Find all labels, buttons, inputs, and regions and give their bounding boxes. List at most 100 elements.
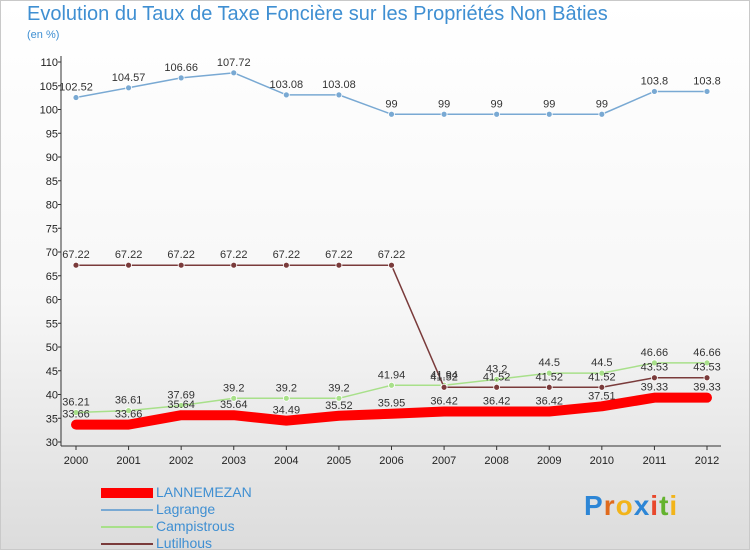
data-label: 102.52 [59, 82, 93, 94]
data-label: 67.22 [167, 249, 195, 261]
data-label: 33.66 [115, 409, 143, 421]
legend-item-lagrange: Lagrange [101, 501, 401, 519]
data-label: 44.5 [591, 357, 612, 369]
x-tick-label: 2005 [327, 455, 351, 467]
data-point [598, 369, 606, 377]
data-label: 41.52 [588, 371, 616, 383]
brand-letter: P [584, 490, 604, 521]
data-point [177, 74, 185, 82]
data-point [177, 402, 185, 409]
data-label: 43.53 [641, 362, 669, 374]
data-label: 67.22 [325, 249, 353, 261]
data-label: 41.52 [483, 371, 511, 383]
y-tick-label: 50 [46, 342, 58, 354]
x-tick-label: 2009 [537, 455, 561, 467]
data-point [598, 383, 606, 391]
data-point [72, 261, 80, 269]
data-point [388, 261, 395, 269]
x-tick-label: 2003 [222, 455, 246, 467]
brand-letter: o [615, 490, 634, 521]
y-tick-label: 60 [46, 295, 58, 307]
data-label: 43.53 [693, 362, 721, 374]
data-label: 104.57 [112, 72, 146, 84]
data-label: 103.8 [641, 75, 669, 87]
data-point [125, 407, 132, 415]
data-point [440, 383, 448, 391]
data-label: 36.61 [115, 395, 143, 407]
data-label: 103.08 [322, 79, 356, 91]
y-tick-label: 100 [40, 105, 58, 117]
legend-item-lannemezan: LANNEMEZAN [101, 484, 401, 502]
data-point [335, 91, 343, 99]
data-point [545, 110, 553, 118]
data-point [651, 374, 658, 382]
legend-swatch [101, 543, 153, 545]
data-label: 35.64 [220, 399, 248, 411]
brand-letter: i [669, 490, 679, 521]
x-tick-label: 2007 [432, 455, 456, 467]
data-point [72, 94, 80, 101]
y-tick-label: 80 [46, 200, 58, 212]
data-label: 99 [438, 98, 450, 110]
data-point [545, 383, 553, 391]
data-point [125, 261, 132, 269]
data-label: 43.2 [486, 363, 507, 375]
data-label: 39.2 [328, 382, 349, 394]
data-label: 41.94 [378, 369, 406, 381]
data-point [282, 91, 290, 99]
y-tick-label: 70 [46, 247, 58, 259]
data-point [388, 110, 395, 118]
data-point [335, 394, 343, 402]
y-tick-label: 75 [46, 223, 58, 235]
data-point [493, 110, 501, 118]
brand-letter: r [603, 490, 616, 521]
y-tick-label: 40 [46, 390, 58, 402]
y-tick-label: 110 [40, 57, 58, 69]
data-point [651, 88, 658, 95]
brand-letter: t [659, 490, 670, 521]
x-tick-label: 2000 [64, 455, 88, 467]
data-point [598, 110, 606, 118]
x-tick-label: 2004 [274, 455, 298, 467]
x-tick-label: 2002 [169, 455, 193, 467]
legend-label: Lutilhous [156, 535, 213, 551]
data-label: 67.22 [220, 249, 248, 261]
legend: LANNEMEZAN Lagrange Campistrous Lutilhous [101, 484, 401, 553]
legend-swatch [101, 526, 153, 528]
data-label: 67.22 [378, 249, 406, 261]
data-label: 35.64 [167, 399, 195, 411]
data-label: 34.49 [273, 405, 301, 417]
data-point [72, 409, 80, 416]
data-label: 37.69 [167, 389, 195, 401]
data-point [440, 110, 448, 118]
data-label: 36.42 [483, 396, 511, 408]
data-label: 35.95 [378, 398, 406, 410]
y-tick-label: 55 [46, 318, 58, 330]
data-point [177, 261, 185, 269]
data-label: 41.52 [430, 371, 458, 383]
data-point [388, 381, 395, 389]
chart-title: Evolution du Taux de Taxe Foncière sur l… [27, 3, 608, 25]
x-tick-label: 2010 [590, 455, 614, 467]
data-point [230, 261, 238, 269]
data-label: 67.22 [62, 249, 90, 261]
data-label: 41.94 [430, 369, 458, 381]
data-label: 36.21 [62, 397, 90, 409]
data-point [125, 84, 132, 92]
x-tick-label: 2012 [695, 455, 719, 467]
data-label: 107.72 [217, 57, 251, 69]
data-label: 99 [543, 98, 555, 110]
data-point [282, 261, 290, 269]
data-point [493, 383, 501, 391]
unit-label: (en %) [27, 29, 60, 41]
data-label: 39.2 [223, 382, 244, 394]
data-label: 39.2 [276, 382, 297, 394]
data-label: 67.22 [273, 249, 301, 261]
data-label: 35.52 [325, 400, 353, 412]
legend-label: Lagrange [156, 501, 216, 517]
data-label: 44.5 [539, 357, 560, 369]
legend-swatch [101, 488, 153, 498]
data-point [230, 69, 238, 77]
